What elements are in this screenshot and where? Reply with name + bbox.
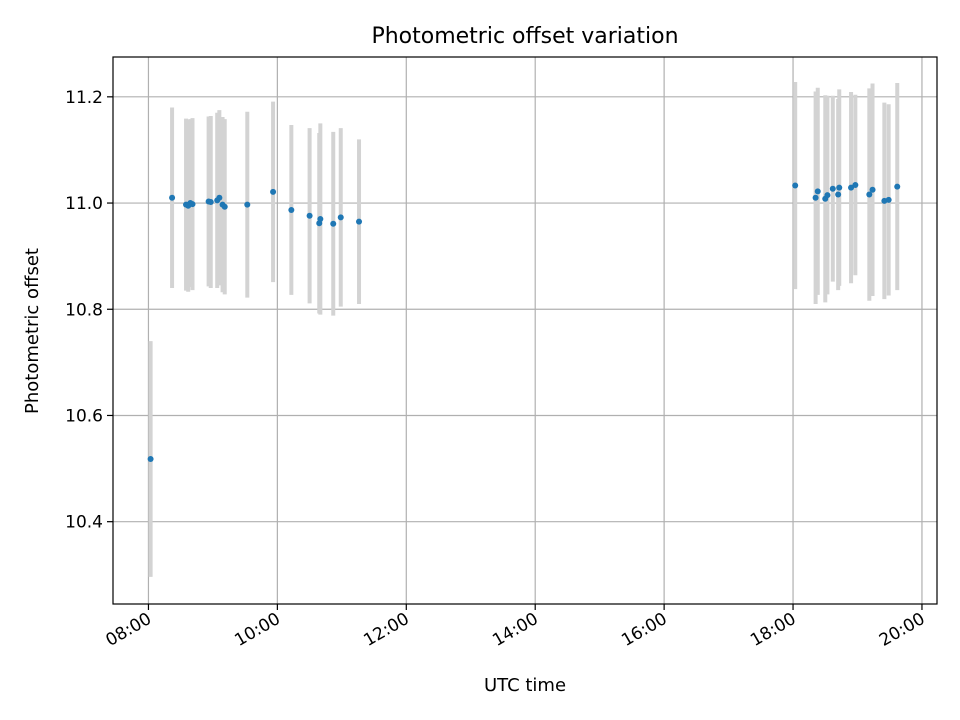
data-point [792,182,799,189]
data-points [147,181,901,463]
data-point [270,188,277,195]
data-point [848,184,855,191]
data-point [169,194,176,201]
data-point [835,191,842,198]
data-point [337,214,344,221]
y-tick-label: 11.0 [65,194,103,214]
y-tick-label: 10.4 [65,513,103,533]
data-point [836,184,843,191]
y-axis-label: Photometric offset [22,248,43,414]
data-point [207,198,214,205]
y-tick-label: 10.8 [65,300,103,320]
data-point [306,212,313,219]
data-point [814,188,821,195]
data-point [221,203,228,210]
data-point [288,206,295,213]
data-point [824,192,831,199]
data-point [189,201,196,208]
data-point [852,181,859,188]
data-point [812,194,819,201]
chart-title: Photometric offset variation [371,24,678,49]
data-point [317,215,324,222]
data-point [244,201,251,208]
data-point [866,191,873,198]
data-point [869,186,876,193]
y-tick-label: 11.2 [65,88,103,108]
data-point [216,194,223,201]
plot-frame [112,56,938,605]
y-tick-label: 10.6 [65,406,103,426]
data-point [894,183,901,190]
data-point [330,220,337,227]
data-point [147,456,154,463]
data-point [356,218,363,225]
data-point [885,196,892,203]
x-axis-label: UTC time [484,675,566,696]
data-point [829,185,836,192]
grid [113,57,937,604]
